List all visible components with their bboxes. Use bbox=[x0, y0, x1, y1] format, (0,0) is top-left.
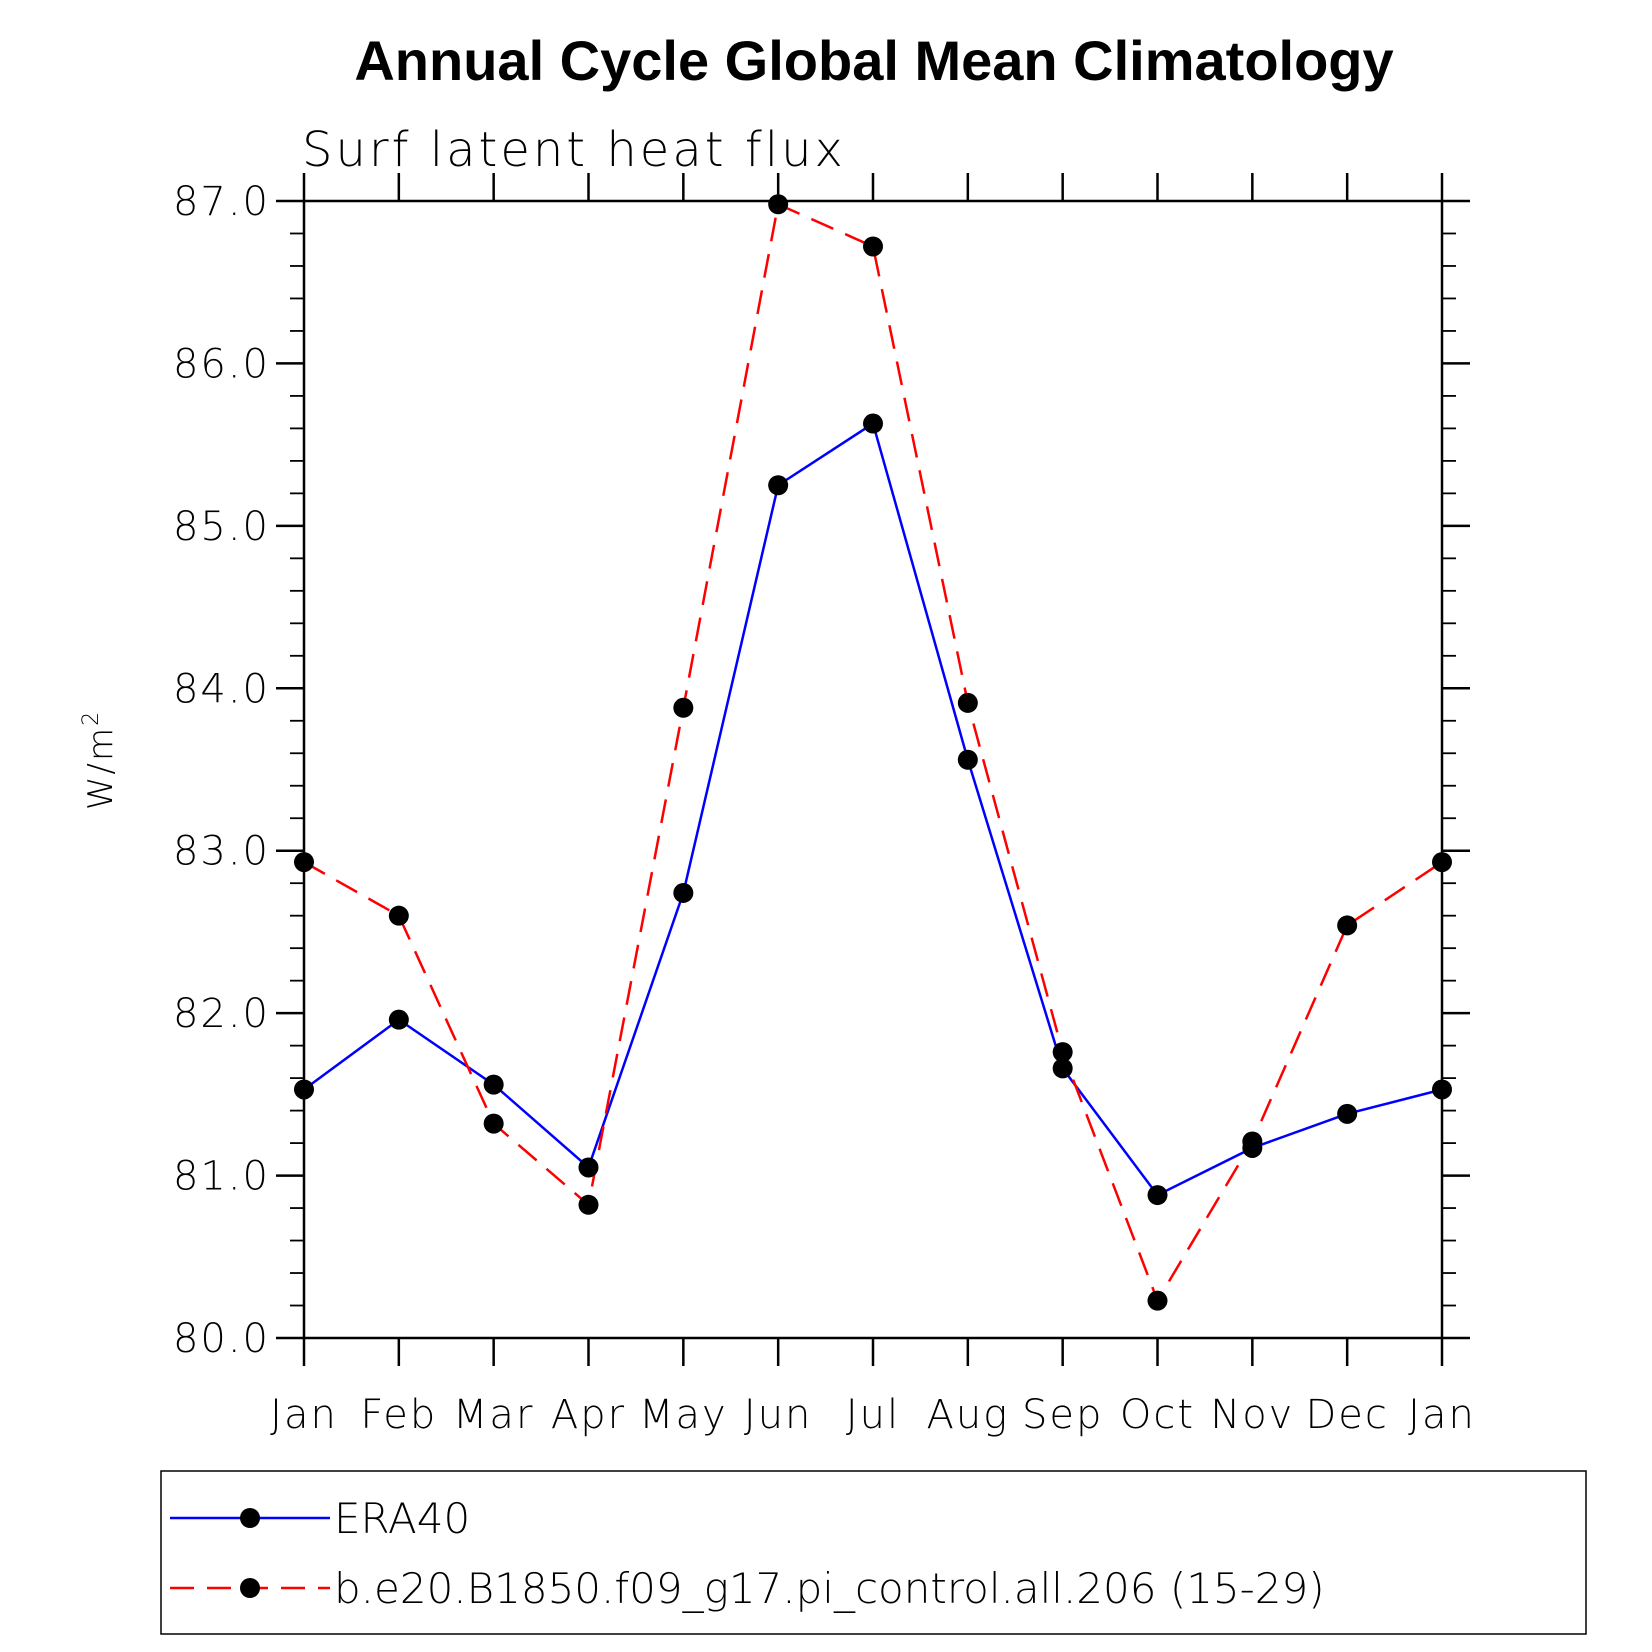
x-tick-labels: Jan Feb Mar Apr May Jun Jul Aug Sep Oct Nov Dec Jan bbox=[270, 1392, 1476, 1438]
x-tick-label: Dec bbox=[1305, 1392, 1388, 1438]
x-tick-label: May bbox=[639, 1392, 728, 1438]
y-tick-label: 84.0 bbox=[173, 666, 270, 712]
data-point-series-0 bbox=[768, 475, 789, 496]
data-point-series-1 bbox=[388, 905, 409, 926]
data-point-series-0 bbox=[1052, 1058, 1073, 1079]
data-point-series-1 bbox=[1147, 1290, 1168, 1311]
data-point-series-0 bbox=[863, 413, 883, 434]
y-tick-label: 81.0 bbox=[173, 1154, 270, 1200]
x-tick-label: Aug bbox=[926, 1392, 1009, 1438]
y-tick-label: 83.0 bbox=[173, 829, 270, 875]
data-point-series-1 bbox=[1337, 915, 1358, 936]
x-tick-label: Sep bbox=[1022, 1392, 1103, 1438]
x-tick-label: Jan bbox=[1408, 1392, 1476, 1438]
y-axis-label-base: W/m bbox=[81, 726, 121, 810]
legend-entries: ERA40 b.e20.B1850.f09_g17.pi_control.all.… bbox=[170, 1494, 1325, 1613]
x-tick-label: Apr bbox=[551, 1392, 626, 1438]
y-axis-label: W/m2 bbox=[79, 710, 121, 810]
data-point-series-1 bbox=[483, 1113, 504, 1134]
y-tick-label: 85.0 bbox=[173, 504, 270, 550]
data-point-series-0 bbox=[1337, 1103, 1358, 1124]
data-markers bbox=[294, 194, 1452, 1311]
series-line-1 bbox=[303, 202, 1443, 1304]
x-tick-label: Nov bbox=[1210, 1392, 1294, 1438]
y-tick-label: 82.0 bbox=[173, 991, 270, 1037]
data-point-series-0 bbox=[957, 749, 978, 770]
x-tick-label: Feb bbox=[360, 1392, 437, 1438]
data-point-series-1 bbox=[863, 236, 883, 257]
data-point-series-1 bbox=[768, 194, 789, 215]
chart-title: Annual Cycle Global Mean Climatology bbox=[354, 29, 1393, 92]
x-tick-label: Mar bbox=[453, 1392, 534, 1438]
axis-ticks bbox=[276, 173, 1470, 1366]
data-point-series-1 bbox=[957, 692, 978, 713]
y-tick-label: 80.0 bbox=[173, 1316, 270, 1362]
data-point-series-1 bbox=[1052, 1042, 1073, 1063]
data-point-series-1 bbox=[673, 697, 694, 718]
y-axis-label-sup: 2 bbox=[79, 710, 104, 726]
data-point-series-1 bbox=[1242, 1131, 1263, 1152]
y-tick-labels: 80.0 81.0 82.0 83.0 84.0 85.0 86.0 87.0 bbox=[173, 179, 270, 1362]
data-point-series-1 bbox=[578, 1194, 599, 1215]
plot-frame bbox=[302, 199, 1444, 1340]
data-point-series-0 bbox=[673, 882, 694, 903]
data-point-series-0 bbox=[483, 1074, 504, 1095]
legend-marker-1 bbox=[240, 1578, 260, 1598]
y-tick-label: 86.0 bbox=[173, 341, 270, 387]
legend-label-0: ERA40 bbox=[334, 1494, 470, 1543]
data-point-series-0 bbox=[1147, 1185, 1168, 1206]
legend-marker-0 bbox=[240, 1508, 260, 1528]
legend: ERA40 b.e20.B1850.f09_g17.pi_control.all.… bbox=[160, 1470, 1587, 1635]
x-tick-label: Jan bbox=[270, 1392, 338, 1438]
x-tick-label: Jun bbox=[744, 1392, 813, 1438]
x-tick-label: Oct bbox=[1120, 1392, 1195, 1438]
series-line-0 bbox=[303, 421, 1443, 1197]
chart-subtitle: Surf latent heat flux bbox=[302, 122, 846, 178]
series-lines bbox=[303, 202, 1443, 1304]
data-point-series-0 bbox=[388, 1009, 409, 1030]
legend-label-1: b.e20.B1850.f09_g17.pi_control.all.206 (… bbox=[334, 1564, 1325, 1613]
x-tick-label: Jul bbox=[846, 1392, 900, 1438]
data-point-series-0 bbox=[578, 1157, 599, 1178]
legend-box bbox=[160, 1470, 1587, 1635]
y-tick-label: 87.0 bbox=[173, 179, 270, 225]
